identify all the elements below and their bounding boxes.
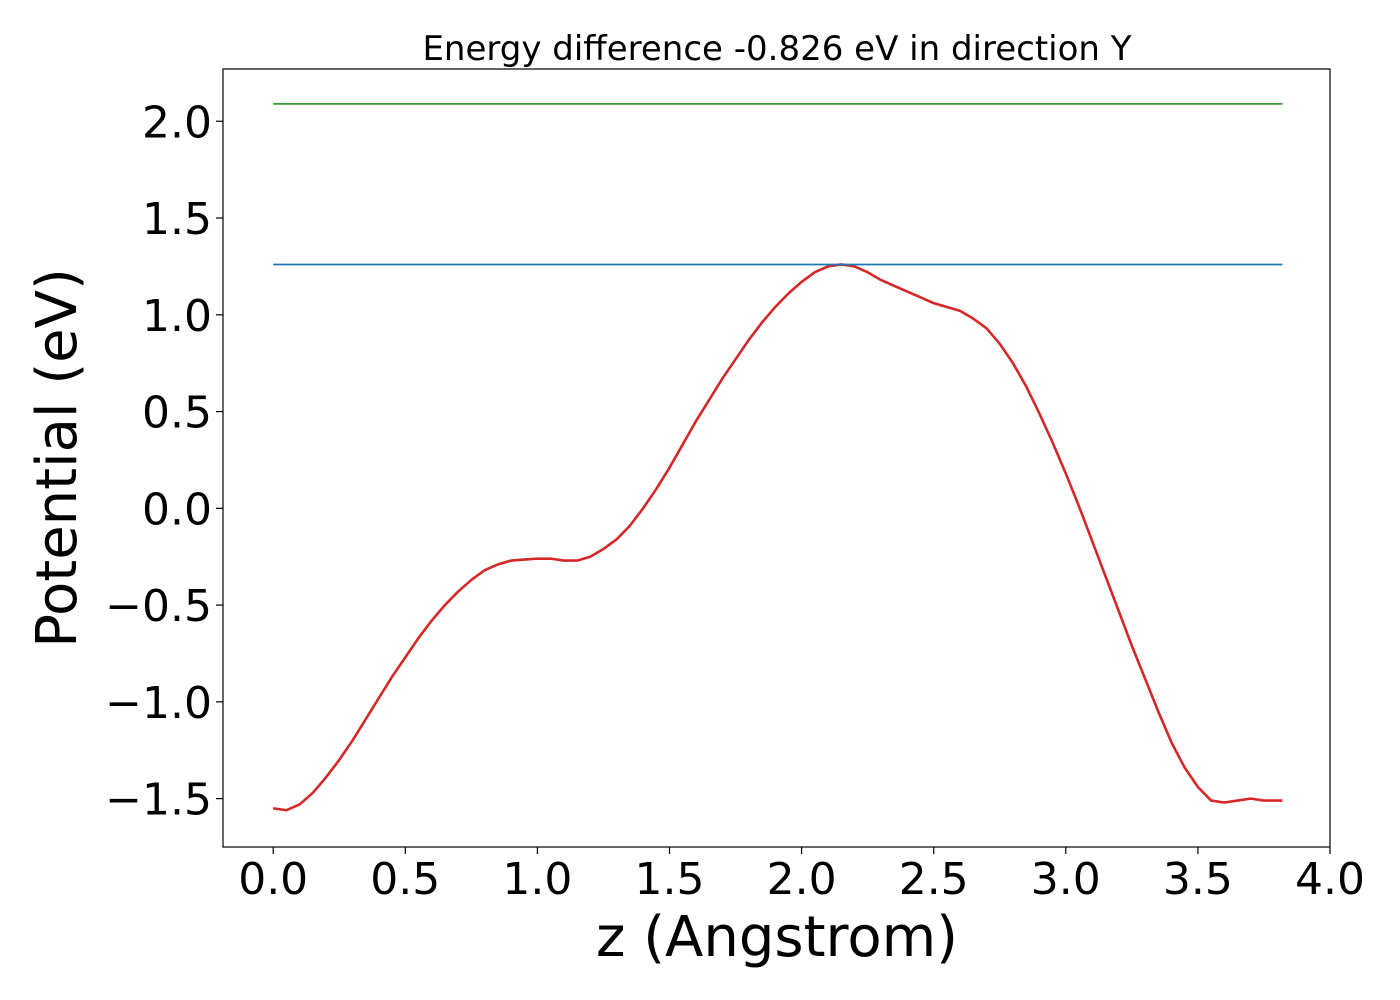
series-layer xyxy=(273,102,1283,812)
y-tick-label: 1.5 xyxy=(142,194,212,245)
y-tick-label: 1.0 xyxy=(142,291,212,342)
y-tick-label: 0.0 xyxy=(142,484,212,535)
x-tick-label: 3.5 xyxy=(1163,854,1233,905)
x-tick-label: 2.5 xyxy=(899,854,969,905)
x-tick-label: 0.5 xyxy=(370,854,440,905)
y-axis: −1.5 −1.0 −0.5 0.0 0.5 1.0 1.5 2.0 xyxy=(105,97,223,826)
y-tick-label: −0.5 xyxy=(105,581,212,632)
x-tick-label: 1.5 xyxy=(635,854,705,905)
x-tick-label: 3.0 xyxy=(1031,854,1101,905)
y-tick-label: −1.5 xyxy=(105,775,212,826)
x-tick-label: 2.0 xyxy=(767,854,837,905)
y-axis-title: Potential (eV) xyxy=(25,268,90,648)
x-axis: 0.0 0.5 1.0 1.5 2.0 2.5 3.0 3.5 4.0 xyxy=(238,847,1365,905)
x-tick-label: 1.0 xyxy=(502,854,572,905)
y-tick-label: −1.0 xyxy=(105,678,212,729)
series-line-0 xyxy=(273,263,1283,812)
x-tick-label: 0.0 xyxy=(238,854,308,905)
x-tick-label: 4.0 xyxy=(1295,854,1365,905)
y-tick-label: 0.5 xyxy=(142,388,212,439)
plot-frame xyxy=(222,68,1331,848)
y-tick-label: 2.0 xyxy=(142,97,212,148)
x-axis-title: z (Angstrom) xyxy=(596,905,958,970)
chart-title: Energy difference -0.826 eV in direction… xyxy=(422,29,1131,69)
